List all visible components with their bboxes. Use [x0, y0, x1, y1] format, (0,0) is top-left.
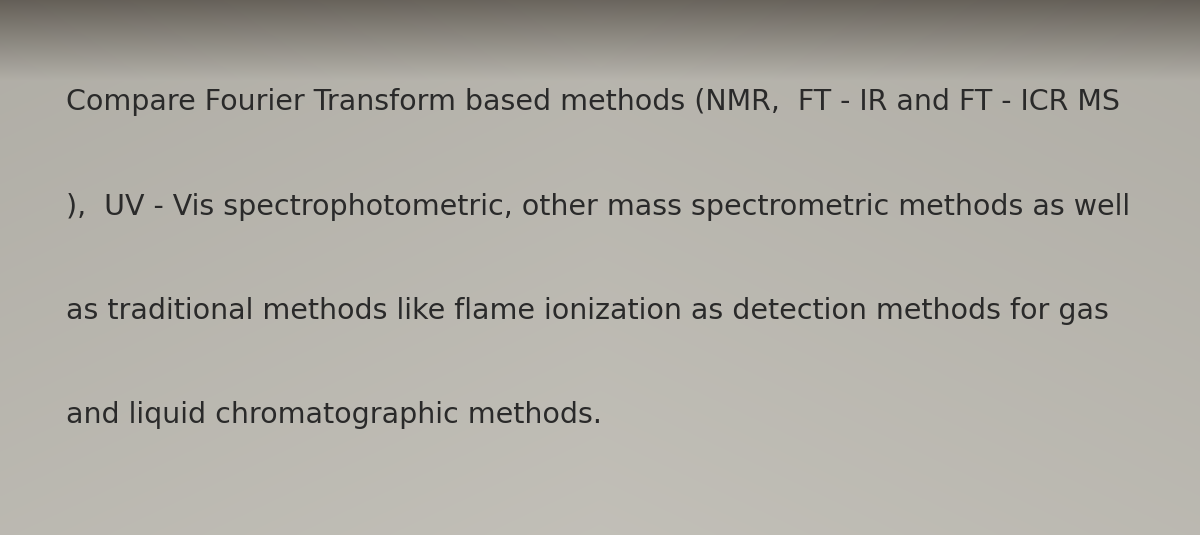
- Text: as traditional methods like flame ionization as detection methods for gas: as traditional methods like flame ioniza…: [66, 297, 1109, 325]
- Text: Compare Fourier Transform based methods (NMR,  FT - IR and FT - ICR MS: Compare Fourier Transform based methods …: [66, 88, 1120, 116]
- Text: and liquid chromatographic methods.: and liquid chromatographic methods.: [66, 401, 602, 429]
- Text: ),  UV - Vis spectrophotometric, other mass spectrometric methods as well: ), UV - Vis spectrophotometric, other ma…: [66, 193, 1130, 220]
